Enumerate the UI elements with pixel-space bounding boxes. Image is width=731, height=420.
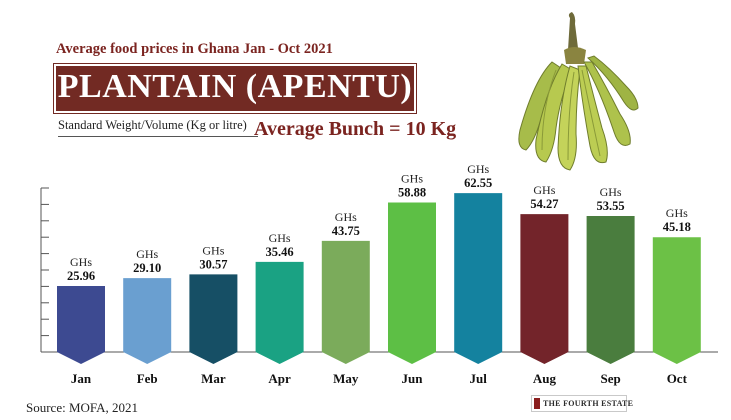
bar-unit-label: GHs bbox=[136, 247, 158, 261]
plantain-bunch-icon bbox=[518, 12, 639, 171]
bar-feb bbox=[123, 278, 172, 364]
title-box: PLANTAIN (APENTU) bbox=[54, 64, 416, 113]
publisher-logo-text: THE FOURTH ESTATE bbox=[543, 399, 634, 408]
average-bunch-label: Average Bunch = 10 Kg bbox=[254, 118, 457, 140]
bar-value-label: 53.55 bbox=[597, 199, 625, 213]
bar-value-label: 35.46 bbox=[266, 245, 294, 259]
bar-oct bbox=[652, 237, 701, 364]
bar-value-label: 54.27 bbox=[530, 197, 558, 211]
chart-title: PLANTAIN (APENTU) bbox=[57, 68, 413, 105]
bar-may bbox=[321, 240, 370, 364]
x-tick-label: Oct bbox=[667, 371, 688, 386]
bar-unit-label: GHs bbox=[666, 206, 688, 220]
x-tick-label: Mar bbox=[201, 371, 226, 386]
bar-value-label: 30.57 bbox=[199, 257, 227, 271]
bar-sep bbox=[586, 215, 635, 364]
publisher-logo: THE FOURTH ESTATE bbox=[531, 395, 633, 412]
bar-mar bbox=[189, 274, 238, 364]
bar-value-label: 25.96 bbox=[67, 269, 95, 283]
standard-weight-underline bbox=[58, 136, 258, 137]
bar-value-label: 58.88 bbox=[398, 185, 426, 199]
x-tick-label: Aug bbox=[533, 371, 557, 386]
publisher-logo-mark bbox=[534, 398, 540, 409]
x-tick-label: Feb bbox=[137, 371, 158, 386]
x-tick-label: May bbox=[333, 371, 359, 386]
x-tick-label: Jan bbox=[71, 371, 92, 386]
bar-value-label: 43.75 bbox=[332, 224, 360, 238]
bar-value-label: 62.55 bbox=[464, 176, 492, 190]
bar-unit-label: GHs bbox=[202, 243, 224, 257]
x-tick-label: Apr bbox=[268, 371, 291, 386]
chart-subtitle: Average food prices in Ghana Jan - Oct 2… bbox=[56, 41, 333, 57]
bar-jan bbox=[57, 286, 105, 364]
bar-jun bbox=[388, 202, 436, 364]
x-tick-label: Jul bbox=[470, 371, 488, 386]
bar-unit-label: GHs bbox=[600, 185, 622, 199]
bar-value-label: 29.10 bbox=[133, 261, 161, 275]
x-tick-label: Jun bbox=[402, 371, 424, 386]
bar-unit-label: GHs bbox=[70, 255, 92, 269]
bar-aug bbox=[520, 214, 569, 364]
bar-unit-label: GHs bbox=[335, 210, 357, 224]
bar-unit-label: GHs bbox=[269, 231, 291, 245]
standard-weight-label: Standard Weight/Volume (Kg or litre) bbox=[58, 118, 247, 132]
x-tick-label: Sep bbox=[600, 371, 620, 386]
bar-apr bbox=[255, 261, 304, 364]
bar-unit-label: GHs bbox=[401, 171, 423, 185]
source-note: Source: MOFA, 2021 bbox=[26, 400, 139, 415]
bar-unit-label: GHs bbox=[533, 183, 555, 197]
bar-value-label: 45.18 bbox=[663, 220, 691, 234]
bar-jul bbox=[454, 193, 503, 364]
bar-unit-label: GHs bbox=[467, 162, 489, 176]
